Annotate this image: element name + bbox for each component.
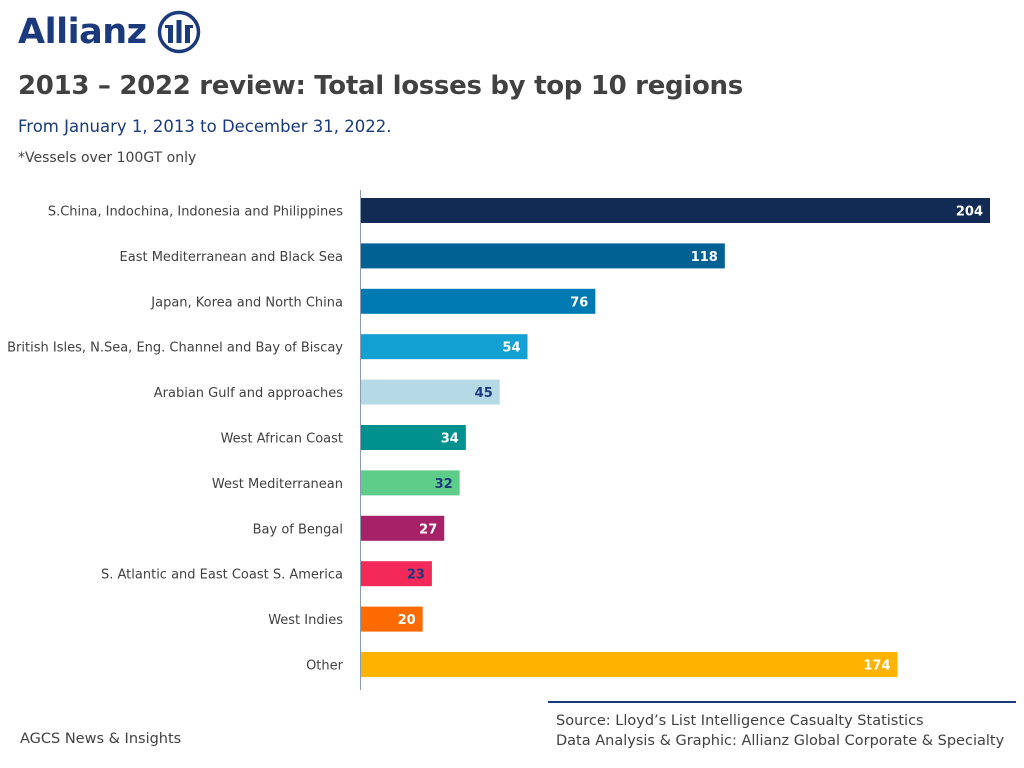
- value-label: 34: [441, 432, 459, 447]
- bar: [361, 515, 445, 541]
- allianz-logo: Allianz: [18, 10, 201, 54]
- source-text: Source: Lloyd’s List Intelligence Casual…: [556, 713, 924, 729]
- bars: [361, 198, 990, 677]
- value-label: 27: [419, 522, 437, 537]
- value-label: 32: [435, 477, 453, 492]
- bar: [361, 561, 432, 587]
- bar: [361, 198, 990, 223]
- value-label: 118: [691, 250, 718, 265]
- bar: [361, 243, 725, 269]
- category-label: Arabian Gulf and approaches: [154, 386, 343, 401]
- value-label: 76: [570, 295, 588, 310]
- category-label: S.China, Indochina, Indonesia and Philip…: [48, 205, 343, 220]
- category-label: West Indies: [268, 613, 343, 628]
- footnote: *Vessels over 100GT only: [18, 150, 197, 166]
- value-labels: 204 118 76 54 45 34 32 27 23 20 174: [398, 205, 983, 674]
- credit-text: Data Analysis & Graphic: Allianz Global …: [556, 733, 1005, 749]
- bar-chart: S.China, Indochina, Indonesia and Philip…: [7, 190, 990, 690]
- value-label: 20: [398, 613, 416, 628]
- value-label: 23: [407, 568, 425, 583]
- value-label: 174: [863, 659, 890, 674]
- category-label: Other: [306, 659, 344, 674]
- category-label: S. Atlantic and East Coast S. America: [101, 568, 343, 583]
- brand-name: Allianz: [18, 12, 147, 52]
- bar: [361, 470, 460, 496]
- bar: [361, 606, 423, 632]
- page-subtitle: From January 1, 2013 to December 31, 202…: [18, 117, 392, 136]
- category-label: Japan, Korea and North China: [150, 295, 343, 310]
- value-label: 54: [502, 341, 520, 356]
- category-label: British Isles, N.Sea, Eng. Channel and B…: [7, 341, 343, 356]
- allianz-eagle-icon: [157, 10, 200, 54]
- category-label: East Mediterranean and Black Sea: [120, 250, 343, 265]
- category-labels: S.China, Indochina, Indonesia and Philip…: [7, 205, 344, 674]
- category-label: Bay of Bengal: [253, 522, 343, 537]
- footer-publisher: AGCS News & Insights: [20, 731, 182, 747]
- category-label: West African Coast: [221, 432, 343, 447]
- bar: [361, 379, 500, 405]
- value-label: 45: [475, 386, 493, 401]
- value-label: 204: [956, 205, 983, 220]
- category-label: West Mediterranean: [212, 477, 343, 492]
- footer-divider: [548, 701, 1016, 703]
- bar: [361, 334, 528, 360]
- footer-credits: Source: Lloyd’s List Intelligence Casual…: [556, 711, 1004, 751]
- bar: [361, 288, 596, 314]
- bar: [361, 425, 466, 450]
- page-title: 2013 – 2022 review: Total losses by top …: [18, 71, 743, 101]
- bar: [361, 652, 898, 677]
